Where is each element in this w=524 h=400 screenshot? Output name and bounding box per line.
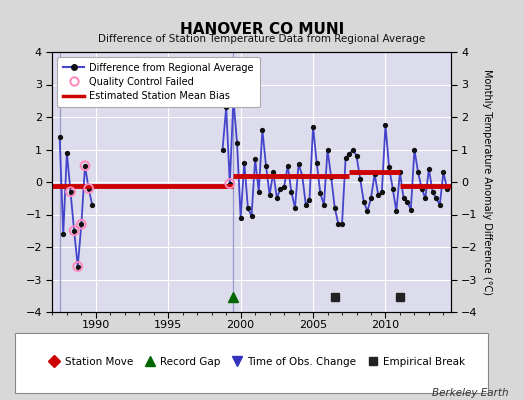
Legend: Station Move, Record Gap, Time of Obs. Change, Empirical Break: Station Move, Record Gap, Time of Obs. C…: [45, 354, 469, 370]
Point: [226, 180, 234, 187]
Point: [67, 188, 75, 195]
Point: [81, 162, 89, 169]
FancyBboxPatch shape: [15, 333, 488, 393]
Point: [77, 221, 85, 228]
Text: Difference of Station Temperature Data from Regional Average: Difference of Station Temperature Data f…: [99, 34, 425, 44]
Text: Berkeley Earth: Berkeley Earth: [432, 388, 508, 398]
Legend: Difference from Regional Average, Quality Control Failed, Estimated Station Mean: Difference from Regional Average, Qualit…: [57, 57, 260, 107]
Point: [73, 263, 82, 270]
Text: HANOVER CO MUNI: HANOVER CO MUNI: [180, 22, 344, 37]
Point: [84, 185, 93, 192]
Y-axis label: Monthly Temperature Anomaly Difference (°C): Monthly Temperature Anomaly Difference (…: [482, 69, 492, 295]
Point: [70, 228, 78, 234]
